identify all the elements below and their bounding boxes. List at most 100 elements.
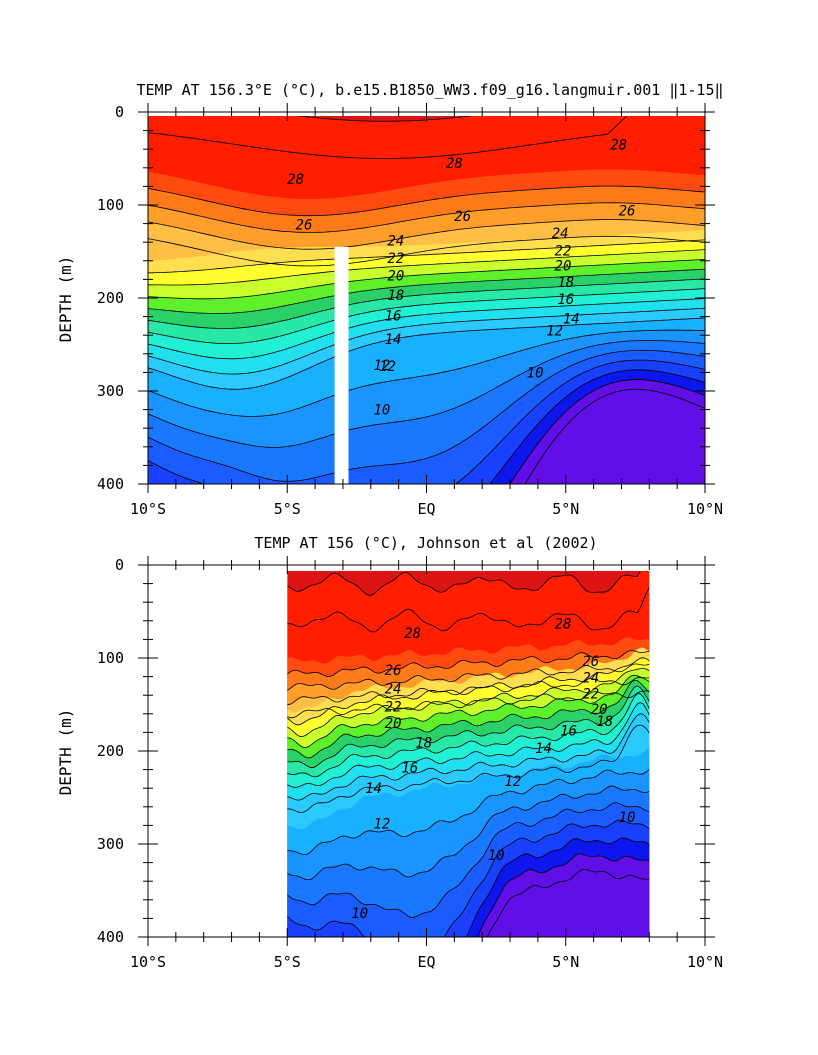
contour-label: 16 bbox=[385, 309, 402, 325]
contour-19 bbox=[148, 278, 705, 329]
contour-9 bbox=[477, 853, 650, 937]
observed-plot-area: 2828262624242222202018181616141412121010… bbox=[287, 571, 650, 937]
contour-13 bbox=[287, 785, 650, 881]
contour-label: 26 bbox=[454, 209, 471, 225]
contour-18 bbox=[148, 288, 705, 345]
y-tick-label: 400 bbox=[97, 475, 124, 493]
x-tick-label: EQ bbox=[417, 500, 435, 518]
contour-12 bbox=[287, 802, 650, 918]
x-tick-label: 5°S bbox=[274, 953, 301, 971]
x-tick-label: 10°S bbox=[130, 500, 166, 518]
y-tick-label: 200 bbox=[97, 742, 124, 760]
contour-8 bbox=[486, 869, 650, 937]
contour-label: 22 bbox=[555, 244, 572, 260]
contour-16 bbox=[287, 713, 650, 801]
contour-label: 24 bbox=[385, 682, 402, 698]
temp-band-8 bbox=[510, 379, 705, 484]
contour-23 bbox=[148, 239, 705, 274]
contour-label: 10 bbox=[351, 906, 368, 922]
contour-label: 10 bbox=[619, 810, 636, 826]
contour-27 bbox=[287, 650, 650, 678]
model-temperature-panel: TEMP AT 156.3°E (°C), b.e15.B1850_WW3.f0… bbox=[56, 81, 724, 518]
contour-23 bbox=[287, 657, 650, 726]
contour-label: 22 bbox=[582, 686, 599, 702]
contour-21 bbox=[287, 674, 650, 749]
contour-label: 26 bbox=[582, 654, 599, 670]
contour-14 bbox=[148, 329, 705, 417]
contour-label: 22 bbox=[387, 251, 404, 267]
contour-29 bbox=[287, 571, 641, 596]
contour-17 bbox=[287, 702, 650, 788]
x-tick-label: 10°S bbox=[130, 953, 166, 971]
x-tick-label: 5°S bbox=[274, 500, 301, 518]
y-tick-label: 0 bbox=[115, 556, 124, 574]
contour-label: 20 bbox=[387, 269, 404, 285]
observed-temperature-panel: TEMP AT 156 (°C), Johnson et al (2002) 2… bbox=[56, 534, 723, 971]
contour-11 bbox=[287, 819, 650, 937]
contour-8 bbox=[524, 388, 705, 484]
contour-label: 22 bbox=[385, 699, 402, 715]
y-tick-label: 100 bbox=[97, 649, 124, 667]
contour-label: 12 bbox=[379, 359, 396, 375]
contour-label: 20 bbox=[555, 258, 572, 274]
chart-title-model: TEMP AT 156.3°E (°C), b.e15.B1850_WW3.f0… bbox=[137, 81, 724, 99]
contour-16 bbox=[148, 307, 705, 375]
y-axis-label-model: DEPTH (m) bbox=[56, 256, 75, 343]
y-tick-label: 400 bbox=[97, 928, 124, 946]
contour-label: 12 bbox=[374, 817, 391, 833]
contour-label: 16 bbox=[557, 292, 574, 308]
contour-26 bbox=[287, 663, 650, 691]
contour-11 bbox=[148, 359, 705, 484]
contour-21 bbox=[148, 259, 705, 300]
contour-label: 26 bbox=[619, 204, 636, 220]
y-tick-label: 0 bbox=[115, 103, 124, 121]
temp-band-8 bbox=[477, 853, 650, 937]
contour-label: 20 bbox=[591, 702, 608, 718]
contour-15 bbox=[148, 317, 705, 390]
contour-label: 26 bbox=[296, 218, 313, 234]
x-tick-label: 5°N bbox=[552, 953, 579, 971]
observed-axes: 10°S 5°S EQ 5°N 10°N 0 100 200 300 400 bbox=[97, 556, 723, 971]
contour-22 bbox=[287, 667, 650, 738]
y-tick-label: 300 bbox=[97, 835, 124, 853]
contour-label: 12 bbox=[374, 358, 391, 374]
contour-label: 28 bbox=[287, 172, 304, 188]
contour-label: 28 bbox=[446, 156, 463, 172]
y-tick-label: 300 bbox=[97, 382, 124, 400]
contour-12 bbox=[148, 349, 705, 482]
contour-label: 28 bbox=[610, 138, 627, 154]
y-tick-label: 200 bbox=[97, 289, 124, 307]
missing-data-band bbox=[334, 246, 349, 485]
contour-27 bbox=[148, 185, 705, 217]
contour-label: 24 bbox=[552, 226, 569, 242]
contour-26 bbox=[148, 202, 705, 233]
contour-label: 12 bbox=[504, 774, 521, 790]
contour-label: 18 bbox=[557, 275, 574, 291]
contour-10 bbox=[148, 369, 705, 484]
x-tick-label: 5°N bbox=[552, 500, 579, 518]
contour-label: 10 bbox=[374, 403, 391, 419]
contour-15 bbox=[287, 724, 650, 813]
contour-17 bbox=[148, 298, 705, 360]
contour-9 bbox=[509, 379, 705, 484]
contour-label: 10 bbox=[527, 365, 544, 381]
contour-label: 28 bbox=[404, 626, 421, 642]
contour-24 bbox=[287, 690, 650, 719]
x-tick-label: EQ bbox=[417, 953, 435, 971]
x-tick-label: 10°N bbox=[687, 500, 723, 518]
contour-label: 12 bbox=[546, 324, 563, 340]
contour-label: 16 bbox=[560, 724, 577, 740]
contour-label: 28 bbox=[555, 617, 572, 633]
contour-label: 14 bbox=[385, 332, 402, 348]
contour-label: 16 bbox=[401, 761, 418, 777]
model-axes: 10°S 5°S EQ 5°N 10°N 0 100 200 300 400 bbox=[97, 103, 723, 518]
contour-label: 20 bbox=[385, 716, 402, 732]
contour-22 bbox=[148, 249, 705, 286]
contour-label: 10 bbox=[488, 848, 505, 864]
contour-label: 14 bbox=[563, 311, 580, 327]
contour-label: 14 bbox=[535, 741, 552, 757]
contour-20 bbox=[287, 679, 650, 759]
y-tick-label: 100 bbox=[97, 196, 124, 214]
contour-19 bbox=[287, 685, 650, 769]
